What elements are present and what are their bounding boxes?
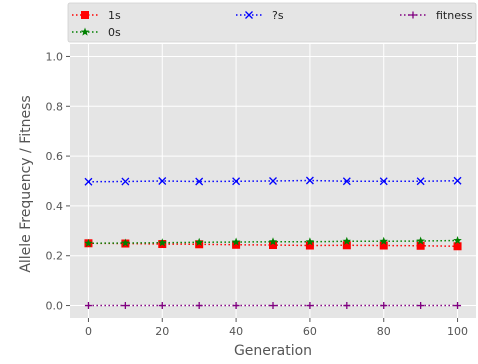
x-axis-label: Generation [234,343,312,359]
y-tick-label: 0.2 [46,250,64,263]
data-point [194,237,204,246]
series-2 [84,176,462,186]
data-point [305,176,314,185]
x-tick-label: 20 [155,325,169,338]
data-point [121,302,129,310]
y-tick-label: 0.6 [46,150,64,163]
data-point [342,236,352,245]
data-point [305,241,314,250]
data-point [417,302,425,310]
x-tick-label: 100 [447,325,468,338]
x-axis-ticks: 0 20 40 60 80 100 [85,318,468,338]
y-axis-ticks: 0.0 0.2 0.4 0.6 0.8 1.0 [46,50,70,313]
series-3 [84,302,462,310]
legend-marker [409,11,417,19]
data-point [454,302,462,310]
data-point [84,238,93,247]
legend: 1s ?s fitness 0s [67,2,477,43]
legend-label: 1s [108,9,121,22]
data-point [269,241,277,250]
legend-entry: fitness [400,9,473,22]
y-tick-label: 1.0 [46,50,64,63]
data-point [380,302,388,310]
data-point [195,240,204,249]
data-point [158,302,166,310]
data-point [268,237,278,246]
data-point [305,237,315,246]
x-tick-label: 60 [303,325,317,338]
data-point [232,240,241,249]
data-point [269,302,277,310]
legend-label: ?s [272,9,284,22]
data-point [84,302,92,310]
legend-marker [81,11,89,19]
data-point [342,177,351,186]
data-point [416,241,425,250]
data-point [158,177,167,185]
y-tick-label: 0.4 [46,200,64,213]
data-point [306,302,314,310]
y-tick-label: 0.0 [46,300,64,313]
data-point [453,242,462,251]
data-point [453,236,462,245]
data-point [157,238,167,247]
legend-box [67,2,477,43]
legend-entry: ?s [236,9,284,22]
data-point [342,241,351,250]
y-tick-label: 0.8 [46,100,64,113]
data-point [379,236,389,245]
x-tick-label: 40 [229,325,243,338]
data-point [84,177,93,186]
x-tick-label: 0 [85,325,92,338]
legend-label: 0s [108,26,121,39]
data-point [195,302,203,310]
data-point [195,177,204,186]
series-layer [84,176,462,310]
data-point [231,237,241,246]
data-point [453,176,462,185]
data-point [343,302,351,310]
data-point [416,236,425,245]
legend-entry: 1s [72,9,121,22]
data-point [416,177,425,186]
data-point [269,177,277,185]
data-point [379,177,388,186]
legend-entry: 0s [72,26,121,39]
data-point [121,238,130,247]
legend-marker [245,11,253,19]
legend-label: fitness [436,9,473,22]
x-tick-label: 80 [377,325,391,338]
data-point [121,177,130,186]
series-4 [84,236,462,247]
data-point [379,241,388,250]
y-axis-label: Allele Frequency / Fitness [18,95,34,272]
data-point [232,177,241,186]
data-point [232,302,240,310]
legend-marker [80,27,90,36]
